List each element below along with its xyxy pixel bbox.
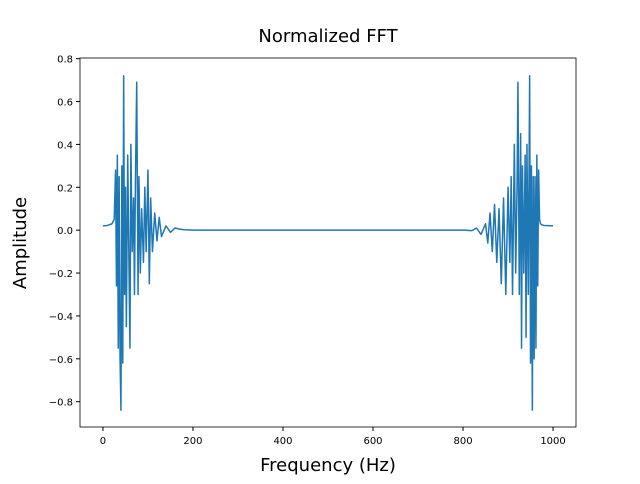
y-tick-label: −0.6: [49, 355, 73, 366]
y-tick-label: 0.0: [57, 226, 73, 237]
y-tick-label: −0.8: [49, 398, 73, 409]
x-tick-label: 200: [183, 436, 202, 447]
x-tick-label: 600: [363, 436, 382, 447]
chart-title: Normalized FFT: [258, 26, 398, 47]
y-tick-label: 0.4: [57, 140, 73, 151]
x-tick-label: 1000: [540, 436, 565, 447]
y-tick-label: 0.2: [57, 183, 73, 194]
plot-frame: [79, 57, 577, 428]
x-axis-label: Frequency (Hz): [260, 455, 396, 476]
y-tick-label: −0.4: [49, 312, 73, 323]
y-tick-label: 0.8: [57, 55, 73, 66]
y-tick-label: −0.2: [49, 269, 73, 280]
x-tick-label: 400: [273, 436, 292, 447]
y-tick-label: 0.6: [57, 98, 73, 109]
data-line: [102, 75, 554, 412]
y-axis-label: Amplitude: [10, 197, 31, 289]
x-tick-label: 0: [100, 436, 106, 447]
x-tick-label: 800: [453, 436, 472, 447]
